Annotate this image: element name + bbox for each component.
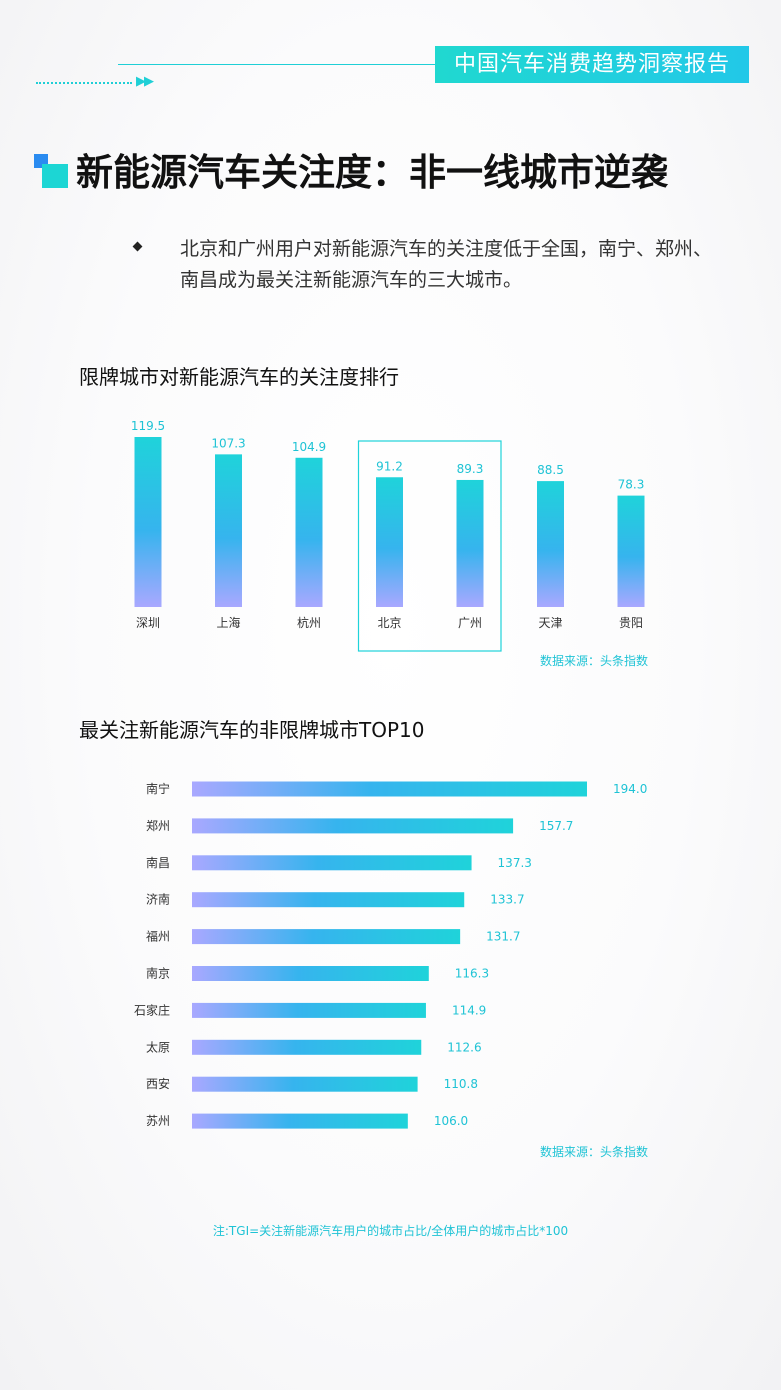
bar-西安 bbox=[192, 1076, 418, 1092]
category-label: 贵阳 bbox=[619, 616, 643, 630]
value-label: 78.3 bbox=[618, 478, 645, 492]
category-label: 上海 bbox=[216, 615, 240, 630]
value-label: 114.9 bbox=[452, 1003, 486, 1017]
chart2-title: 最关注新能源汽车的非限牌城市TOP10 bbox=[79, 718, 425, 742]
bar-苏州 bbox=[192, 1113, 408, 1129]
title-squares-icon bbox=[34, 154, 70, 190]
value-label: 89.3 bbox=[457, 462, 484, 476]
category-label: 北京 bbox=[377, 616, 401, 630]
page-title: 新能源汽车关注度：非一线城市逆袭 bbox=[76, 151, 668, 194]
value-label: 112.6 bbox=[447, 1040, 481, 1054]
header-dotted-line bbox=[36, 82, 132, 84]
summary-text: 北京和广州用户对新能源汽车的关注度低于全国，南宁、郑州、南昌成为最关注新能源汽车… bbox=[180, 238, 713, 291]
category-label: 广州 bbox=[458, 616, 482, 630]
value-label: 107.3 bbox=[211, 436, 245, 450]
category-label: 石家庄 bbox=[134, 1002, 170, 1017]
category-label: 南昌 bbox=[146, 855, 170, 870]
bar-南京 bbox=[192, 966, 429, 981]
highlight-box bbox=[357, 440, 502, 652]
value-label: 137.3 bbox=[498, 856, 532, 870]
bar-杭州 bbox=[295, 457, 323, 607]
bar-福州 bbox=[192, 929, 461, 945]
value-label: 131.7 bbox=[486, 930, 520, 944]
value-label: 119.5 bbox=[131, 419, 165, 433]
category-label: 南宁 bbox=[146, 781, 170, 796]
bar-上海 bbox=[215, 454, 242, 607]
bullet-icon bbox=[132, 241, 143, 252]
chart1-source: 数据来源：头条指数 bbox=[540, 654, 649, 668]
value-label: 91.2 bbox=[376, 459, 403, 473]
bar-深圳 bbox=[134, 437, 162, 607]
value-label: 157.7 bbox=[539, 819, 573, 833]
bar-太原 bbox=[192, 1039, 422, 1055]
category-label: 福州 bbox=[146, 929, 170, 944]
tgi-footnote: 注:TGI=关注新能源汽车用户的城市占比/全体用户的城市占比*100 bbox=[212, 1224, 569, 1238]
bar-天津 bbox=[537, 481, 564, 607]
value-label: 106.0 bbox=[434, 1114, 468, 1128]
value-label: 194.0 bbox=[613, 782, 647, 796]
report-badge: 中国汽车消费趋势洞察报告 bbox=[435, 46, 749, 83]
category-label: 南京 bbox=[146, 966, 170, 981]
category-label: 太原 bbox=[146, 1039, 170, 1054]
horizontal-bar-chart: 南宁 194.0 郑州 157.7 南昌 137.3 济南 133.7 福州 131.7 南京 116… bbox=[134, 781, 647, 1129]
value-label: 104.9 bbox=[292, 440, 326, 454]
bar-广州 bbox=[456, 479, 484, 607]
category-label: 深圳 bbox=[136, 616, 160, 630]
bar-济南 bbox=[192, 892, 465, 908]
header-arrows-icon: ▶▶ bbox=[136, 74, 154, 89]
bar-北京 bbox=[376, 477, 403, 607]
chart1-title: 限牌城市对新能源汽车的关注度排行 bbox=[79, 365, 399, 389]
category-label: 苏州 bbox=[146, 1114, 170, 1128]
value-label: 88.5 bbox=[537, 463, 564, 477]
category-label: 杭州 bbox=[297, 615, 321, 630]
bar-贵阳 bbox=[617, 495, 645, 607]
value-label: 116.3 bbox=[455, 967, 489, 981]
header-line bbox=[118, 64, 440, 65]
category-label: 西安 bbox=[146, 1076, 170, 1091]
vertical-bar-chart: 119.5 深圳 107.3 上海 104.9 杭州 91.2 北京 89.3 广州 88.5 天津 7… bbox=[131, 419, 645, 652]
bar-石家庄 bbox=[192, 1002, 426, 1018]
bar-郑州 bbox=[192, 818, 514, 834]
value-label: 133.7 bbox=[490, 893, 524, 907]
category-label: 济南 bbox=[146, 892, 170, 907]
category-label: 天津 bbox=[538, 616, 562, 630]
value-label: 110.8 bbox=[444, 1077, 478, 1091]
bar-南宁 bbox=[192, 781, 587, 797]
category-label: 郑州 bbox=[146, 818, 170, 833]
chart2-source: 数据来源：头条指数 bbox=[540, 1145, 649, 1159]
bar-南昌 bbox=[192, 855, 472, 871]
